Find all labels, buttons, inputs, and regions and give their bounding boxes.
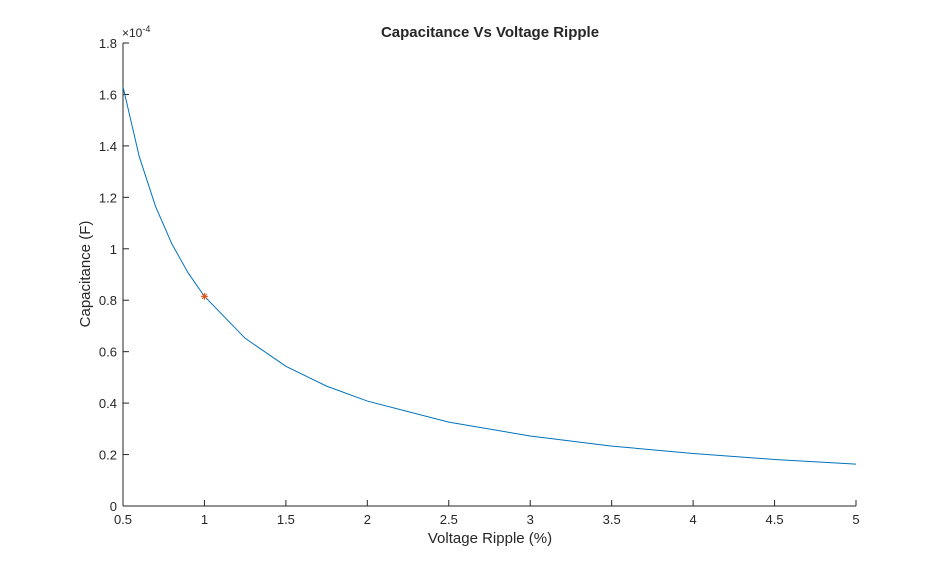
marker-stroke <box>201 293 208 300</box>
x-tick-label: 4 <box>689 512 696 527</box>
series-point <box>188 272 189 273</box>
series-point <box>367 400 368 401</box>
x-tick-label: 5 <box>852 512 859 527</box>
series-point <box>611 445 612 446</box>
x-tick-label: 2.5 <box>440 512 458 527</box>
y-tick-label: 1.8 <box>99 36 117 51</box>
x-tick-label: 3.5 <box>603 512 621 527</box>
x-tick-label: 1.5 <box>277 512 295 527</box>
series-line <box>122 86 857 465</box>
series-point <box>855 463 856 464</box>
series-point <box>245 338 246 339</box>
plot-area <box>122 86 857 465</box>
series-point <box>326 386 327 387</box>
chart-title: Capacitance Vs Voltage Ripple <box>381 24 599 41</box>
x-tick-label: 1 <box>201 512 208 527</box>
y-exponent-label: ×10-4 <box>122 24 150 40</box>
y-tick-label: 1 <box>110 242 117 257</box>
y-axis-label: Capacitance (F) <box>77 221 94 328</box>
x-tick-label: 3 <box>527 512 534 527</box>
x-axis-label: Voltage Ripple (%) <box>428 530 552 547</box>
series-point <box>122 86 123 87</box>
y-exponent-base: ×10 <box>122 26 143 40</box>
y-tick-label: 0.4 <box>99 396 117 411</box>
x-tick-label: 0.5 <box>114 512 132 527</box>
y-tick-label: 1.6 <box>99 87 117 102</box>
asterisk-marker <box>200 292 208 300</box>
series-point <box>171 243 172 244</box>
x-tick-label: 2 <box>364 512 371 527</box>
y-tick-label: 1.2 <box>99 190 117 205</box>
y-exponent-power: -4 <box>142 24 150 34</box>
series-point <box>448 422 449 423</box>
series-point <box>285 366 286 367</box>
y-tick-label: 0 <box>110 499 117 514</box>
series-point <box>139 156 140 157</box>
x-tick-label: 4.5 <box>766 512 784 527</box>
series-point <box>155 206 156 207</box>
series-point <box>530 435 531 436</box>
series-point <box>774 459 775 460</box>
y-tick-label: 0.8 <box>99 293 117 308</box>
y-tick-label: 0.6 <box>99 345 117 360</box>
y-tick-label: 0.2 <box>99 448 117 463</box>
y-tick-label: 1.4 <box>99 139 117 154</box>
axes: 0.5 1 1.5 2 2.5 3 3.5 4 4.5 5 0 0.2 0.4 0.6 0.8 1 1.2 1.4… <box>99 36 860 527</box>
series-point <box>693 453 694 454</box>
